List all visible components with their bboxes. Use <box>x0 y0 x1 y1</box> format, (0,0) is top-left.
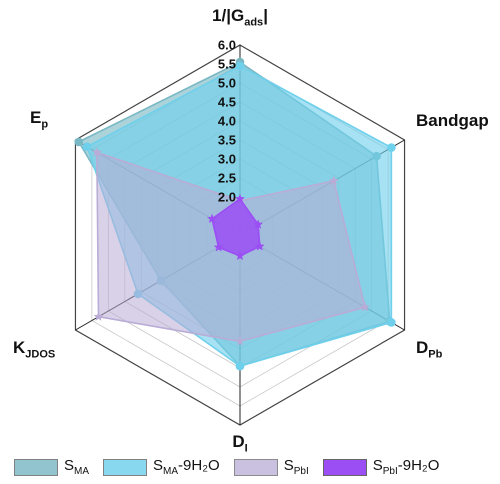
data-point <box>91 147 102 157</box>
tick-label: 2.0 <box>218 190 236 205</box>
legend-label-subscript: PbI <box>382 466 398 477</box>
axis-title-text: K <box>13 338 26 357</box>
tick-label: 4.0 <box>218 114 236 129</box>
legend-label-main: S <box>283 457 294 474</box>
data-point <box>328 175 339 186</box>
axis-title-subscript: p <box>41 118 49 131</box>
axis-title-3: DI <box>232 432 247 454</box>
axis-title-0: 1/|Gads| <box>212 6 268 28</box>
legend-label-suffix: -9H₂O <box>178 457 220 474</box>
legend-swatch <box>233 458 278 476</box>
legend-label: SMA <box>64 457 89 477</box>
data-point <box>82 142 92 151</box>
axis-title-text: D <box>232 432 245 451</box>
data-point <box>387 143 396 152</box>
legend-label: SMA-9H₂O <box>153 457 220 477</box>
axis-title-suffix: | <box>263 6 268 25</box>
data-point <box>387 318 396 327</box>
tick-label: 3.5 <box>218 133 236 148</box>
data-point <box>213 242 224 252</box>
legend-item-0: SMA <box>14 457 89 477</box>
legend-label-main: S <box>64 457 75 474</box>
data-point <box>253 219 264 229</box>
legend-label-suffix: -9H₂O <box>397 457 440 474</box>
tick-label: 5.5 <box>218 57 236 72</box>
tick-label: 5.0 <box>218 76 236 91</box>
legend-label-subscript: MA <box>74 466 90 477</box>
axis-title-subscript: I <box>244 442 248 455</box>
tick-label: 4.5 <box>218 95 236 110</box>
axis-title-subscript: ads <box>244 16 264 29</box>
data-point <box>235 361 245 371</box>
data-point <box>360 301 371 312</box>
legend: SMA SMA-9H₂O SPbI SPbI-9H₂O <box>14 456 494 478</box>
legend-label: SPbI-9H₂O <box>373 457 440 477</box>
tick-label: 3.0 <box>218 152 236 167</box>
legend-swatch <box>103 458 148 476</box>
axis-title-5: Ep <box>30 108 48 130</box>
data-point <box>234 336 246 346</box>
radial-tick-labels: 2.0 2.5 3.0 3.5 4.0 4.5 5.0 5.5 6.0 <box>218 38 236 205</box>
series-3 <box>206 193 265 261</box>
legend-item-2: SPbI <box>233 457 309 477</box>
legend-label-subscript: MA <box>163 466 179 477</box>
axis-title-1: Bandgap <box>416 111 489 131</box>
legend-label-main: S <box>372 457 383 474</box>
data-point <box>254 241 265 251</box>
radar-series <box>74 57 396 371</box>
axis-title-2: DPb <box>416 338 442 360</box>
axis-title-4: KJDOS <box>13 338 55 360</box>
legend-item-3: SPbI-9H₂O <box>322 457 440 477</box>
axis-title-subscript: Pb <box>428 348 443 361</box>
legend-label: SPbI <box>284 457 309 477</box>
legend-label-main: S <box>153 457 164 474</box>
legend-swatch <box>322 458 367 476</box>
axis-title-text: E <box>30 108 42 127</box>
tick-label: 2.5 <box>218 171 236 186</box>
legend-swatch <box>14 458 58 476</box>
data-point <box>234 250 246 261</box>
axis-title-text: D <box>416 338 429 357</box>
legend-item-1: SMA-9H₂O <box>103 457 220 477</box>
legend-label-subscript: PbI <box>293 466 309 477</box>
tick-label: 6.0 <box>218 38 236 53</box>
axis-title-text: Bandgap <box>416 111 489 130</box>
data-point <box>234 193 246 204</box>
axis-title-subscript: JDOS <box>25 348 56 361</box>
data-point <box>74 137 84 147</box>
axis-title-text: 1/|G <box>212 6 245 25</box>
data-point <box>235 61 245 71</box>
data-point <box>93 311 104 321</box>
data-point <box>206 213 218 224</box>
